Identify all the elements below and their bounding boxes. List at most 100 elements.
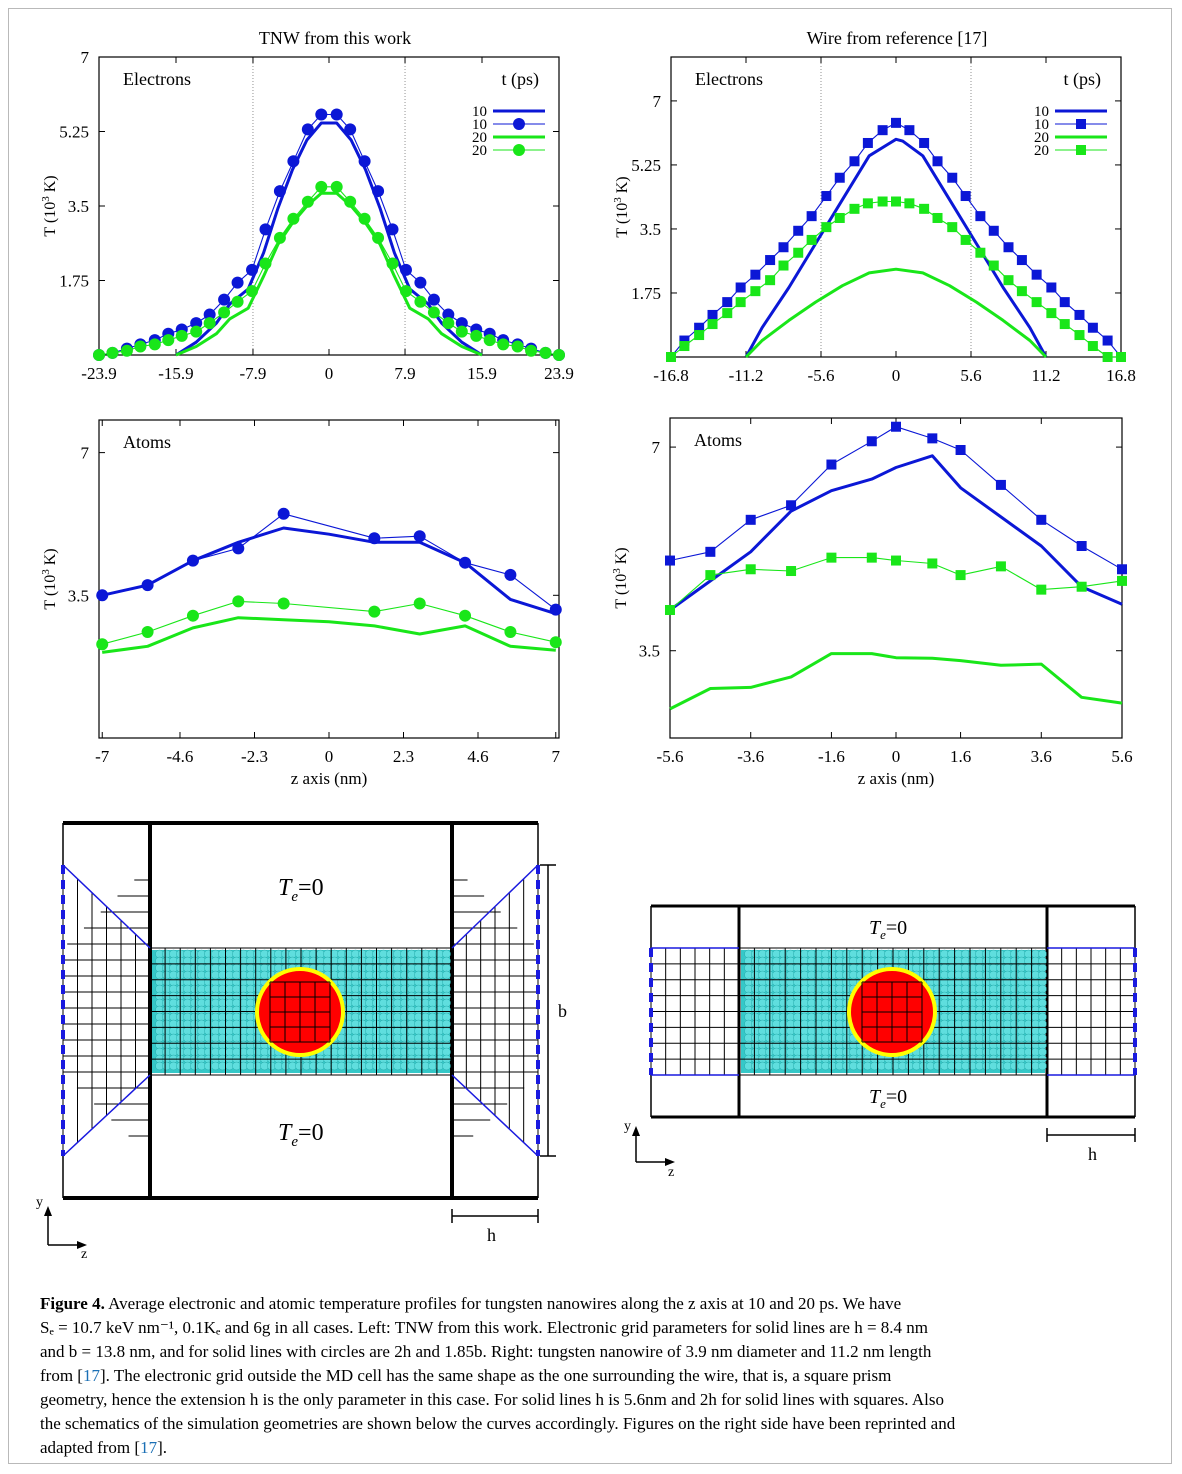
data-point-square (891, 117, 901, 128)
dim-h-label: h (1088, 1144, 1097, 1164)
legend-entry-label: 20 (472, 130, 487, 146)
x-tick-label: 0 (325, 364, 334, 383)
reference-link[interactable]: 17 (82, 1366, 100, 1385)
data-point-circle (232, 542, 245, 555)
data-point-square (722, 297, 733, 308)
data-point-circle (455, 317, 468, 330)
y-tick-label: 3.5 (639, 642, 660, 661)
data-point-square (735, 282, 746, 293)
x-axis-label: z axis (nm) (291, 769, 367, 788)
reference-link[interactable]: 17 (140, 1438, 158, 1457)
series-line (744, 137, 1048, 358)
data-point-circle (358, 212, 371, 225)
data-point-square (786, 500, 797, 511)
data-point-square (1087, 322, 1098, 333)
data-point-square (778, 242, 789, 253)
data-point-circle (442, 317, 455, 330)
data-point-square (919, 203, 930, 214)
x-tick-label: 15.9 (467, 364, 497, 383)
data-point-circle (330, 180, 343, 193)
data-point-circle (470, 329, 483, 342)
data-point-circle (93, 349, 105, 361)
data-point-circle (549, 636, 562, 649)
y-tick-label: 7 (81, 48, 90, 67)
atom (1038, 1061, 1047, 1071)
data-point-square (834, 212, 845, 223)
data-point-circle (386, 223, 399, 236)
panel-label: Electrons (695, 69, 763, 89)
caption-line-4: from [17]. The electronic grid outside t… (40, 1364, 1150, 1388)
data-point-circle (190, 325, 203, 338)
data-point-circle (120, 344, 133, 357)
figure-frame (8, 8, 1172, 1464)
data-point-circle (414, 295, 427, 308)
y-tick-label: 7 (653, 92, 662, 111)
data-point-square (806, 211, 817, 222)
data-point-square (1016, 255, 1027, 266)
data-point-square (995, 479, 1006, 490)
data-point-square (745, 514, 756, 525)
data-point-square (927, 558, 938, 569)
data-point-circle (358, 155, 371, 168)
caption-text-4a: from [ (40, 1366, 83, 1385)
x-tick-label: -5.6 (808, 366, 835, 385)
data-point-circle (287, 155, 300, 168)
data-point-circle (525, 344, 538, 357)
caption-text-4b: ]. The electronic grid outside the MD ce… (99, 1366, 892, 1385)
data-point-circle (372, 185, 385, 198)
x-tick-label: 5.6 (1111, 747, 1132, 766)
te-zero-bottom: Te=0 (278, 1120, 324, 1150)
data-point-square (904, 198, 915, 209)
data-point-square (1117, 564, 1127, 575)
x-tick-label: 7 (552, 747, 561, 766)
x-tick-label: -11.2 (729, 366, 764, 385)
data-point-circle (386, 257, 399, 270)
chart-left-electrons: -23.9 -15.9 -7.9 0 7.9 15.9 23.9 1.75 3.5 5.25 7 El… (40, 48, 574, 383)
data-point-square (904, 125, 915, 136)
y-tick-label: 1.75 (59, 272, 89, 291)
caption-line-5: geometry, hence the extension h is the o… (40, 1390, 944, 1409)
data-point-square (765, 275, 776, 286)
x-tick-label: -1.6 (818, 747, 845, 766)
data-point-circle (141, 579, 154, 592)
data-point-square (988, 225, 999, 236)
data-point-circle (315, 180, 328, 193)
data-point-square (919, 137, 930, 148)
data-point-square (862, 198, 873, 209)
data-point-circle (413, 530, 426, 543)
dim-b-label: b (558, 1001, 567, 1021)
data-point-square (705, 570, 716, 581)
data-point-square (932, 156, 943, 167)
y-tick-label: 3.5 (68, 197, 89, 216)
data-point-circle (246, 263, 259, 276)
data-point-square (975, 211, 986, 222)
hotspot-grid (269, 981, 331, 1043)
data-point-circle (231, 295, 244, 308)
x-tick-label: -4.6 (167, 747, 194, 766)
legend-title: t (ps) (1064, 69, 1102, 90)
data-point-circle (344, 123, 357, 136)
data-point-circle (399, 285, 412, 298)
data-point-square (1059, 297, 1070, 308)
data-point-square (694, 322, 705, 333)
data-point-square (877, 125, 888, 136)
caption-text-7b: ]. (157, 1438, 167, 1457)
x-tick-label: -15.9 (158, 364, 193, 383)
data-point-circle (459, 609, 472, 622)
ext-right-upper-edge (451, 864, 539, 949)
x-tick-label: -2.3 (241, 747, 268, 766)
data-point-circle (218, 293, 231, 306)
y-tick-label: 5.25 (631, 156, 661, 175)
schematic-right: Te=0 Te=0 h y z (624, 904, 1137, 1180)
data-point-square (821, 191, 832, 202)
data-point-square (960, 234, 971, 245)
data-point-square (1046, 308, 1057, 319)
chart-left-atoms: -7 -4.6 -2.3 0 2.3 4.6 7 3.5 7 Atoms T (103 K) z ax… (40, 419, 562, 788)
legend-entry-label: 10 (1034, 117, 1049, 133)
data-point-square (1117, 575, 1127, 586)
data-point-circle (301, 195, 314, 208)
data-point-square (793, 247, 804, 258)
data-point-circle (459, 556, 472, 569)
data-point-square (1074, 309, 1085, 320)
data-point-square (947, 222, 958, 233)
